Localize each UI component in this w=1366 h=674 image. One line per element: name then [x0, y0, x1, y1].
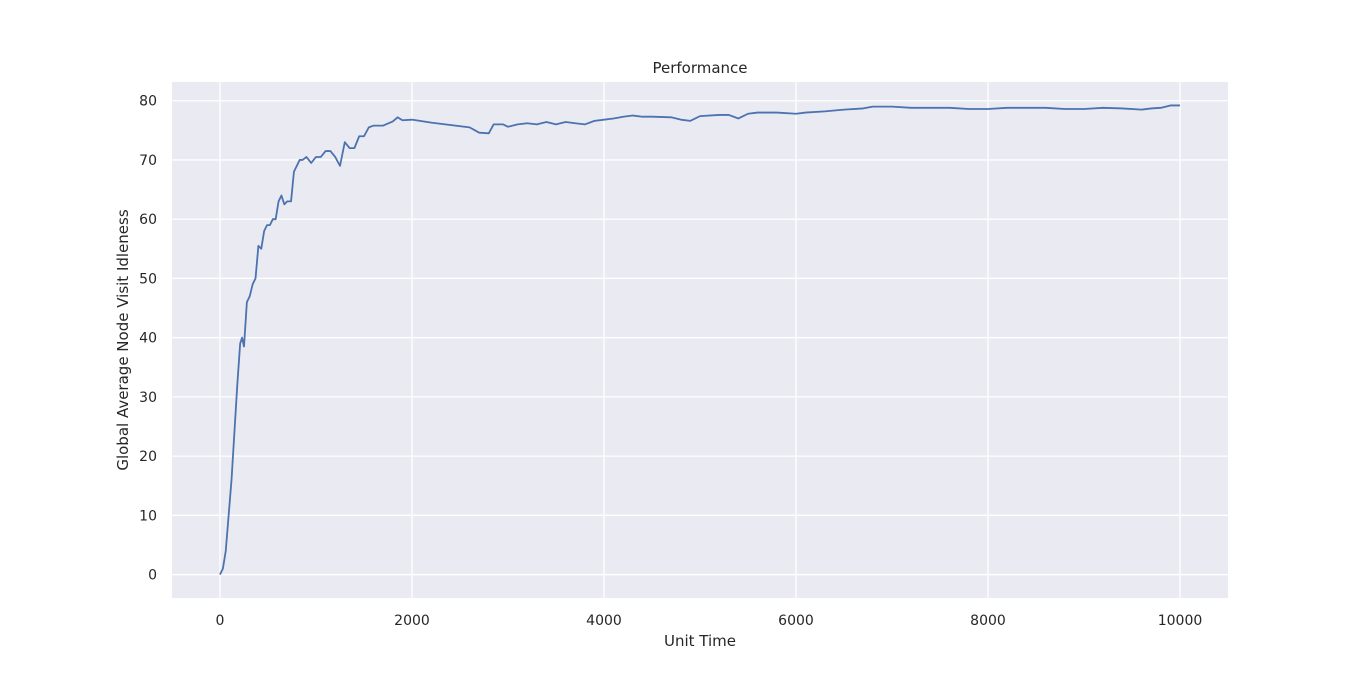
x-tick-label: 4000: [586, 613, 622, 629]
y-tick-label: 80: [139, 94, 157, 110]
y-tick-label: 60: [139, 212, 157, 228]
x-tick-label: 2000: [394, 613, 430, 629]
x-tick-label: 0: [216, 613, 225, 629]
y-tick-label: 30: [139, 390, 157, 406]
y-tick-label: 20: [139, 449, 157, 465]
chart-title: Performance: [652, 59, 747, 77]
y-tick-label: 10: [139, 508, 157, 524]
y-axis-label: Global Average Node Visit Idleness: [114, 209, 132, 471]
y-tick-label: 50: [139, 271, 157, 287]
y-tick-label: 70: [139, 153, 157, 169]
plot-area: [172, 82, 1228, 598]
x-tick-label: 10000: [1158, 613, 1203, 629]
x-axis-label: Unit Time: [664, 632, 736, 650]
line-series: [219, 104, 1180, 575]
x-tick-label: 8000: [970, 613, 1006, 629]
y-tick-label: 0: [148, 568, 157, 584]
x-tick-label: 6000: [778, 613, 814, 629]
y-tick-label: 40: [139, 331, 157, 347]
